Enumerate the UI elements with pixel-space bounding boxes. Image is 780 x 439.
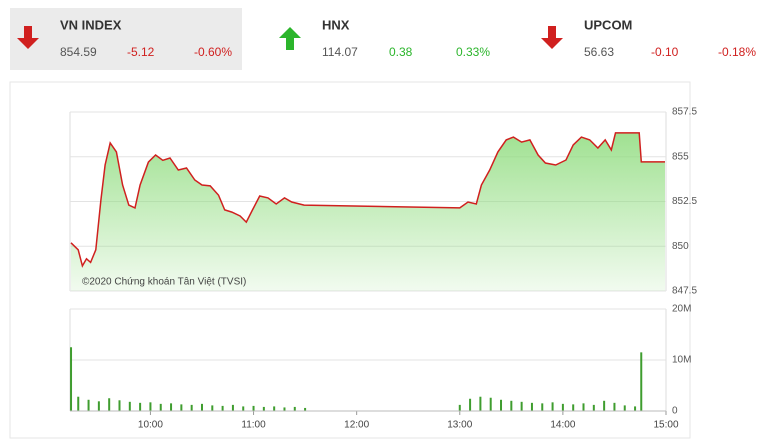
y-tick-label: 0 (672, 406, 678, 417)
index-name: UPCOM (584, 17, 632, 32)
y-tick-label: 855 (672, 151, 689, 162)
volume-bar (479, 396, 482, 411)
index-change: 0.38 (389, 45, 413, 59)
volume-bar (170, 403, 173, 411)
direction-arrow (279, 27, 301, 50)
volume-bar (530, 402, 533, 411)
direction-arrow (17, 26, 39, 49)
volume-bar (252, 405, 255, 411)
y-tick-label: 10M (672, 355, 691, 366)
watermark: ©2020 Chứng khoán Tân Việt (TVSI) (82, 277, 246, 288)
volume-bar (469, 398, 472, 411)
volume-bar (551, 402, 554, 411)
index-value: 56.63 (584, 45, 614, 59)
volume-bar (634, 406, 637, 411)
volume-bar (221, 405, 224, 411)
volume-bar (159, 403, 162, 411)
index-change: -5.12 (127, 45, 155, 59)
volume-bar (118, 400, 121, 411)
x-tick-label: 15:00 (653, 420, 678, 431)
x-tick-label: 13:00 (447, 420, 472, 431)
volume-bar (561, 403, 564, 411)
volume-bar (128, 401, 131, 411)
index-percent: -0.18% (718, 45, 756, 59)
y-tick-label: 852.5 (672, 196, 697, 207)
volume-bar (180, 404, 183, 411)
volume-bar (304, 407, 307, 411)
volume-bar (613, 402, 616, 411)
volume-bar (200, 403, 203, 411)
volume-bar (273, 406, 276, 411)
volume-bar (108, 398, 111, 411)
volume-bar (139, 402, 142, 411)
volume-bar (541, 403, 544, 411)
volume-bar (500, 399, 503, 411)
volume-bar (572, 404, 575, 411)
index-name: HNX (322, 17, 350, 32)
volume-bar (149, 402, 152, 411)
volume-bar (603, 400, 606, 411)
volume-bar (242, 406, 245, 411)
index-value: 854.59 (60, 45, 97, 59)
volume-bar (592, 404, 595, 411)
index-name: VN INDEX (60, 17, 122, 32)
volume-bar (87, 399, 90, 411)
y-tick-label: 857.5 (672, 107, 697, 118)
y-tick-label: 847.5 (672, 286, 697, 297)
index-card-bg (10, 8, 242, 70)
volume-bar (70, 347, 73, 411)
volume-bar (283, 407, 286, 411)
volume-bar (582, 403, 585, 411)
index-percent: 0.33% (456, 45, 490, 59)
area (71, 132, 665, 291)
y-tick-label: 20M (672, 304, 691, 315)
index-percent: -0.60% (194, 45, 232, 59)
volume-bar (77, 396, 80, 411)
volume-bar (211, 405, 214, 411)
x-tick-label: 12:00 (344, 420, 369, 431)
volume-bar (458, 404, 461, 411)
volume-bar (489, 397, 492, 411)
volume-bar (520, 401, 523, 411)
volume-bar (97, 401, 100, 411)
volume-bar (293, 406, 296, 411)
index-change: -0.10 (651, 45, 679, 59)
panel-frame (9, 81, 691, 439)
x-tick-label: 11:00 (241, 420, 266, 431)
index-value: 114.07 (322, 45, 358, 59)
volume-bar (510, 400, 513, 411)
y-tick-label: 850 (672, 241, 689, 252)
price-line (70, 132, 665, 268)
volume-bar (190, 404, 193, 411)
volume-bar (640, 352, 643, 411)
volume-bar (231, 404, 234, 411)
direction-arrow (541, 26, 563, 49)
x-tick-label: 14:00 (550, 420, 575, 431)
x-tick-label: 10:00 (138, 420, 163, 431)
volume-bar (262, 406, 265, 411)
volume-bar (623, 405, 626, 411)
